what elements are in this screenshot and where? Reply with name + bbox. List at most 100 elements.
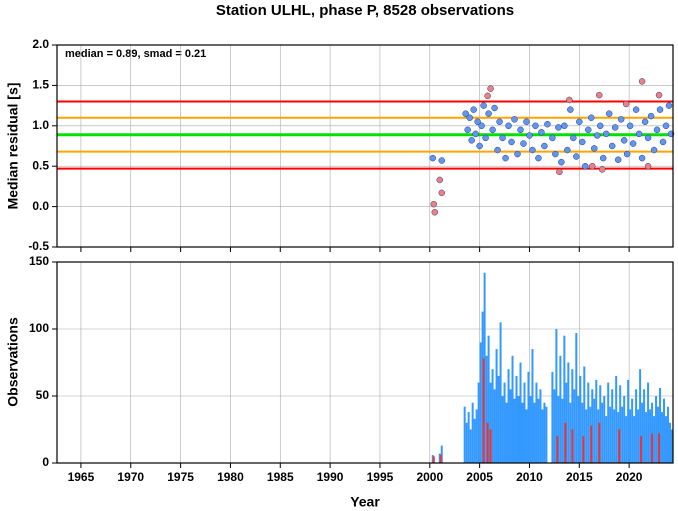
- bar: [511, 355, 514, 463]
- x-tick-label: 1990: [317, 470, 344, 484]
- point: [466, 114, 473, 121]
- bar: [513, 398, 516, 463]
- bar: [583, 366, 586, 463]
- point: [585, 126, 592, 134]
- point: [489, 126, 496, 134]
- bar: [669, 422, 672, 463]
- point: [438, 189, 446, 197]
- bar: [564, 422, 567, 463]
- bar: [671, 429, 674, 463]
- bar: [509, 389, 512, 463]
- bar: [535, 382, 538, 463]
- bar: [539, 389, 542, 463]
- bar: [603, 396, 606, 463]
- point: [650, 146, 658, 154]
- bar: [621, 406, 624, 463]
- bar: [486, 422, 489, 463]
- bar: [471, 402, 474, 463]
- bar: [651, 433, 654, 463]
- bar: [489, 429, 492, 463]
- x-tick-label: 1985: [267, 470, 294, 484]
- bar: [639, 369, 642, 463]
- bar: [582, 436, 585, 463]
- point: [617, 116, 625, 123]
- bar: [440, 445, 443, 463]
- bar: [479, 342, 482, 463]
- point: [655, 91, 663, 99]
- point: [573, 153, 580, 160]
- point: [499, 134, 506, 142]
- bar: [525, 409, 528, 463]
- point: [505, 122, 512, 130]
- bar: [555, 329, 558, 463]
- point: [431, 209, 439, 216]
- point: [632, 106, 640, 113]
- x-tick-label: 1965: [68, 470, 95, 484]
- bar: [515, 375, 518, 463]
- bar: [541, 409, 544, 463]
- bar: [593, 398, 596, 463]
- bar: [571, 369, 574, 463]
- plot-frame: [56, 261, 674, 464]
- bar: [658, 433, 661, 463]
- point: [635, 130, 643, 138]
- x-tick-label: 1995: [367, 470, 394, 484]
- point: [517, 126, 524, 134]
- bar: [667, 406, 670, 463]
- point: [549, 134, 556, 142]
- bar: [649, 409, 652, 463]
- point: [474, 118, 481, 126]
- point: [487, 85, 494, 92]
- bar: [615, 375, 618, 463]
- point: [484, 92, 491, 100]
- point: [608, 142, 616, 150]
- bar: [587, 382, 590, 463]
- point: [659, 138, 667, 146]
- bar: [463, 406, 466, 463]
- bar: [439, 454, 442, 463]
- bar: [631, 398, 634, 463]
- bar: [499, 322, 502, 463]
- bar: [618, 429, 621, 463]
- bar: [623, 396, 626, 463]
- y-tick-label: 100: [29, 321, 49, 335]
- point: [647, 112, 655, 120]
- point: [438, 157, 446, 164]
- bar: [640, 436, 643, 463]
- point: [564, 146, 571, 154]
- point: [561, 122, 568, 130]
- point: [596, 122, 604, 130]
- bar: [659, 387, 662, 463]
- x-tick-label: 2020: [616, 470, 643, 484]
- y-tick-label: 0: [42, 455, 49, 469]
- point: [567, 106, 574, 113]
- bar: [665, 416, 668, 463]
- y-tick-label: 1.5: [32, 78, 49, 92]
- bar: [641, 402, 644, 463]
- bar: [643, 389, 646, 463]
- bar: [561, 398, 564, 463]
- bar: [663, 398, 666, 463]
- point: [626, 122, 634, 130]
- bar: [569, 402, 572, 463]
- point: [508, 138, 515, 146]
- point: [532, 122, 539, 130]
- y-axis-label: Observations: [5, 317, 21, 407]
- bar: [475, 409, 478, 463]
- bar: [487, 335, 490, 463]
- bar: [533, 402, 536, 463]
- point: [430, 200, 438, 208]
- bar: [573, 389, 576, 463]
- point: [622, 100, 630, 108]
- point: [496, 118, 503, 126]
- point: [656, 106, 664, 113]
- point: [482, 134, 489, 142]
- point: [588, 114, 595, 121]
- point: [535, 154, 542, 162]
- bar: [465, 422, 468, 463]
- point: [644, 134, 652, 142]
- point: [638, 78, 646, 85]
- bar: [543, 402, 546, 463]
- bar: [625, 416, 628, 463]
- bar: [505, 402, 508, 463]
